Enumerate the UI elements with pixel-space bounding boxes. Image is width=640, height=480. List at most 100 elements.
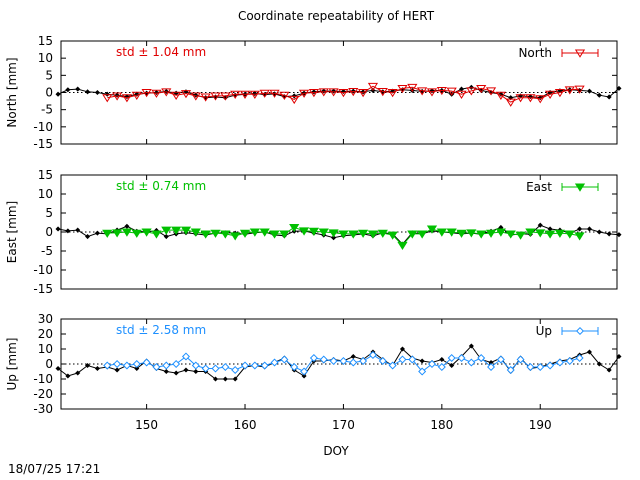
- reference-series-point: [193, 368, 199, 375]
- legend-marker: [574, 49, 586, 58]
- y-tick-label: -10: [33, 120, 53, 134]
- y-tick-label: 15: [38, 168, 53, 182]
- reference-series-point: [212, 376, 219, 382]
- up-series-point: [290, 362, 299, 372]
- reference-series-point: [596, 229, 602, 235]
- north-series-point: [387, 89, 398, 98]
- chart-title: Coordinate repeatability of HERT: [238, 9, 435, 23]
- std-annotation: std ± 2.58 mm: [116, 323, 206, 337]
- north-series-point: [485, 87, 497, 96]
- up-series-point: [152, 362, 161, 372]
- north-series-point: [102, 94, 113, 103]
- north-series-point: [190, 92, 201, 101]
- north-series-point: [298, 89, 310, 98]
- north-series-point: [161, 88, 172, 97]
- east-series-point: [505, 230, 516, 239]
- north-series-point: [338, 89, 349, 98]
- reference-series-point: [163, 368, 169, 375]
- reference-series-point: [94, 230, 100, 236]
- reference-series-point: [55, 91, 61, 97]
- reference-series-point: [85, 234, 91, 240]
- reference-series-point: [124, 223, 130, 229]
- std-annotation: std ± 1.04 mm: [116, 45, 206, 59]
- up-series-point: [191, 361, 200, 370]
- north-series-point: [348, 88, 359, 97]
- east-series-point: [121, 228, 133, 237]
- north-series-point: [308, 89, 320, 98]
- east-series-point: [525, 228, 536, 237]
- east-series-point: [259, 228, 270, 237]
- up-series-point: [555, 358, 564, 367]
- y-tick-label: 0: [45, 225, 53, 239]
- up-series-point: [388, 361, 397, 370]
- x-tick-label: 160: [234, 418, 257, 432]
- up-series-point: [280, 355, 289, 364]
- up-series-point: [309, 353, 318, 363]
- up-series-point: [467, 358, 476, 367]
- up-series-point: [103, 361, 112, 370]
- east-series-point: [377, 229, 388, 238]
- reference-series-point: [183, 367, 189, 373]
- east-series-point: [367, 230, 379, 239]
- north-series-point: [456, 90, 467, 99]
- north-series-point: [515, 94, 526, 103]
- north-series-point: [407, 83, 418, 93]
- reference-series-point: [399, 346, 406, 352]
- up-series-point: [526, 362, 535, 372]
- north-series-point: [111, 92, 123, 101]
- reference-series-point: [222, 376, 228, 382]
- y-tick-label: 10: [38, 187, 53, 201]
- up-series-point: [260, 361, 269, 370]
- east-series-point: [515, 231, 526, 240]
- legend-label: East: [526, 180, 552, 194]
- north-series-point: [259, 89, 270, 98]
- east-series-point: [161, 226, 172, 235]
- north-series-point: [269, 89, 280, 98]
- east-series-point: [249, 228, 260, 237]
- north-series-point: [367, 82, 379, 92]
- north-series-line: [107, 85, 580, 103]
- east-series-point: [141, 228, 152, 237]
- north-series-point: [230, 90, 241, 99]
- reference-series-point: [468, 343, 474, 349]
- y-axis-label: East [mm]: [5, 201, 19, 263]
- north-series-point: [180, 90, 192, 99]
- up-series-point: [427, 359, 437, 369]
- up-series-point: [457, 353, 466, 363]
- reference-series-point: [252, 90, 258, 97]
- reference-series-point: [75, 370, 81, 376]
- east-series-point: [397, 241, 408, 251]
- north-series-point: [554, 89, 566, 98]
- reference-series-point: [85, 362, 91, 369]
- y-tick-label: 10: [38, 51, 53, 65]
- reference-series-line: [57, 224, 620, 245]
- reference-series-point: [85, 89, 91, 95]
- north-series-point: [328, 88, 339, 97]
- reference-series-point: [449, 362, 455, 369]
- east-series-point: [328, 229, 339, 238]
- reference-series-point: [232, 376, 238, 382]
- up-series-point: [487, 362, 496, 372]
- up-series-point: [339, 356, 348, 366]
- north-series-point: [436, 87, 447, 96]
- up-series-point: [575, 353, 584, 363]
- x-tick-label: 180: [430, 418, 453, 432]
- reference-series-point: [321, 88, 327, 94]
- y-tick-label: -30: [33, 402, 53, 416]
- reference-series-point: [606, 367, 612, 373]
- reference-series-point: [439, 356, 445, 363]
- east-series-point: [436, 228, 447, 237]
- up-series-point: [300, 367, 309, 376]
- north-series-point: [495, 91, 506, 100]
- north-series-point: [171, 91, 182, 100]
- north-series-point: [358, 89, 369, 98]
- up-series-point: [201, 364, 210, 373]
- east-series-point: [111, 229, 123, 238]
- x-tick-label: 150: [135, 418, 158, 432]
- up-series-point: [536, 362, 545, 372]
- east-series-point: [348, 230, 359, 239]
- east-series-point: [230, 232, 241, 241]
- legend-label: North: [518, 46, 552, 60]
- up-series-point: [132, 359, 141, 369]
- east-series-point: [476, 230, 487, 239]
